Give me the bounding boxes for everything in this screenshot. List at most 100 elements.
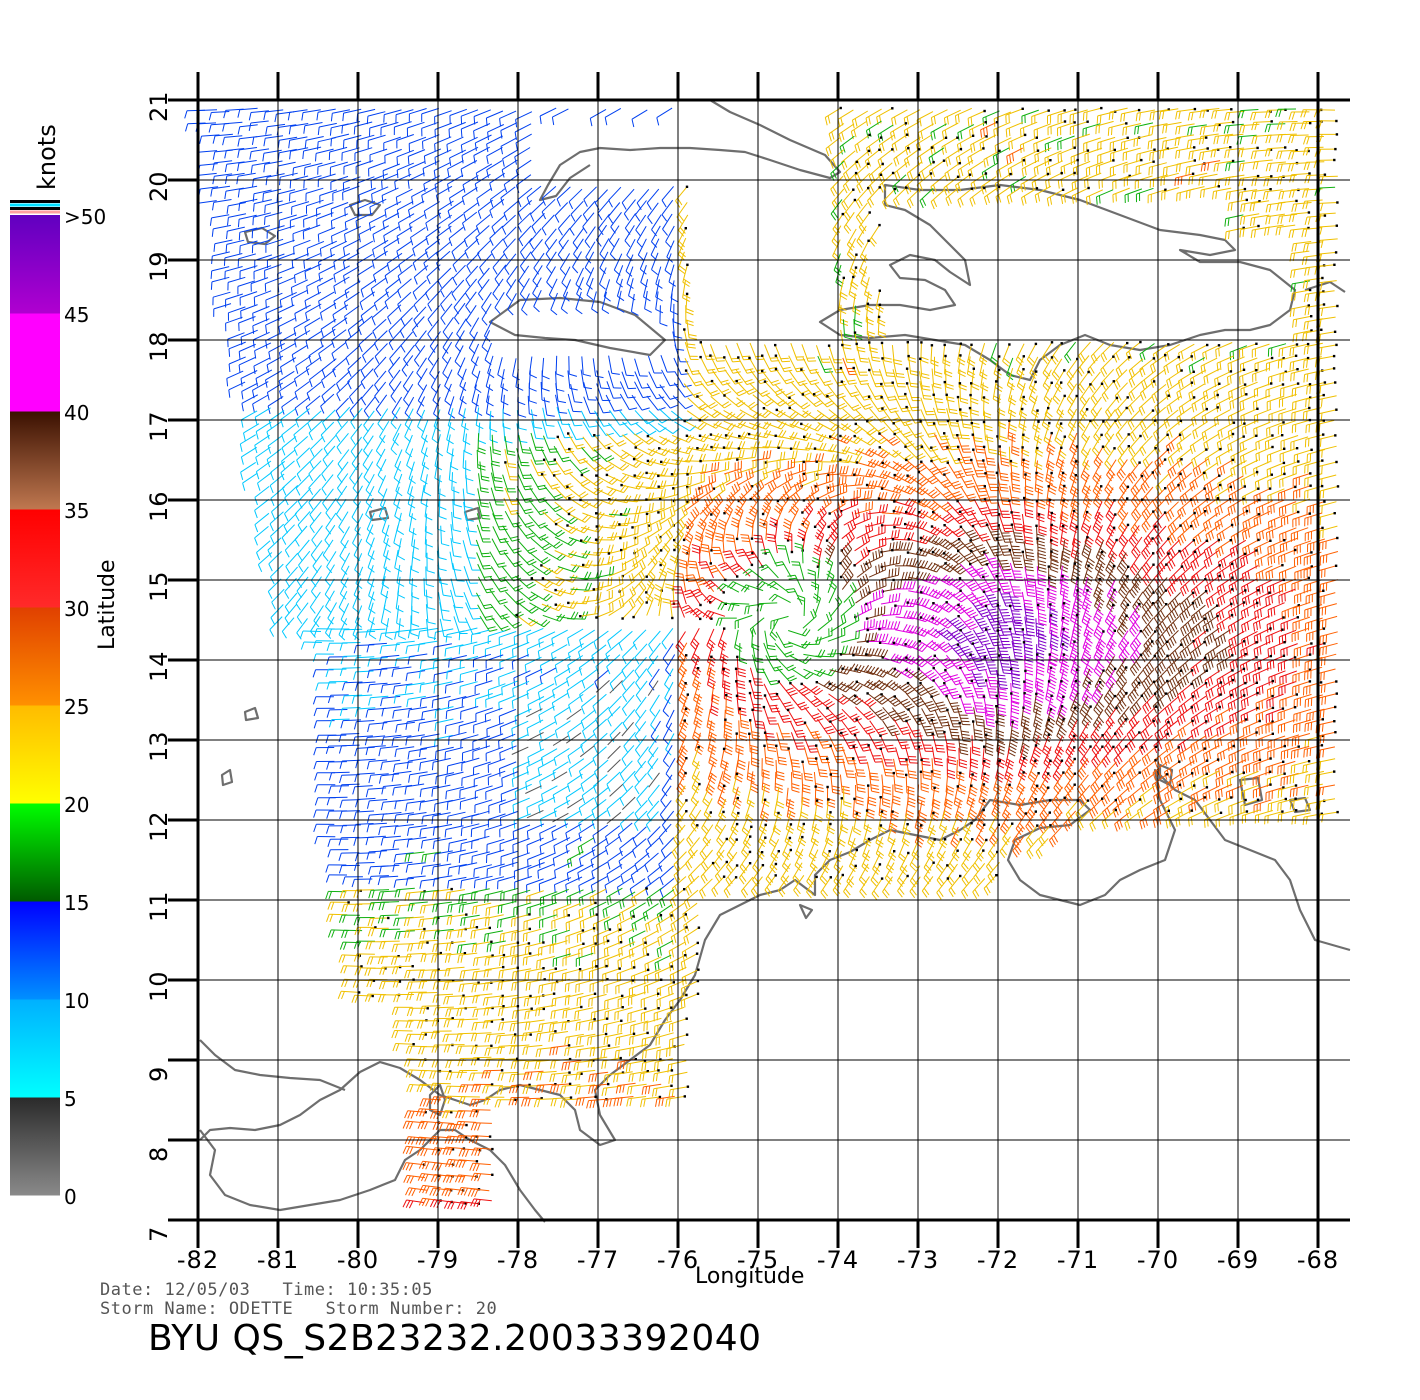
wind-barb bbox=[1189, 147, 1209, 159]
wind-barb bbox=[665, 253, 671, 275]
wind-barb bbox=[331, 110, 350, 122]
wind-barb bbox=[423, 135, 440, 150]
wind-barb bbox=[238, 125, 258, 135]
wind-barb bbox=[1225, 111, 1245, 120]
wind-barb bbox=[266, 124, 285, 134]
wind-barb bbox=[1177, 189, 1195, 202]
coastlines bbox=[200, 100, 1350, 1222]
wind-barb bbox=[449, 122, 466, 137]
wind-barb bbox=[1022, 150, 1040, 167]
wind-barb bbox=[266, 174, 285, 186]
wind-barb bbox=[197, 110, 217, 118]
wind-barb bbox=[447, 137, 464, 152]
wind-barb bbox=[318, 123, 337, 135]
coast-island-c bbox=[245, 708, 258, 720]
wind-barb bbox=[1083, 107, 1102, 121]
wind-barb bbox=[557, 187, 570, 207]
wind-barb bbox=[344, 135, 362, 148]
wind-barb bbox=[490, 173, 505, 191]
wind-barb bbox=[614, 254, 622, 276]
wind-barb bbox=[542, 215, 554, 235]
wind-barb bbox=[358, 177, 375, 191]
wind-barb bbox=[422, 187, 438, 204]
wind-barb bbox=[1022, 110, 1039, 124]
wind-barb bbox=[466, 266, 478, 286]
wind-barb bbox=[605, 108, 621, 125]
wind-barb bbox=[478, 268, 490, 289]
wind-barb bbox=[398, 265, 412, 284]
wind-barb bbox=[831, 176, 843, 196]
wind-barb bbox=[825, 107, 842, 125]
wind-barb bbox=[394, 122, 411, 135]
wind-barb bbox=[438, 268, 451, 288]
wind-barb bbox=[450, 109, 467, 123]
wind-barb bbox=[1277, 149, 1298, 159]
wind-barb bbox=[571, 201, 583, 221]
wind-barb bbox=[224, 109, 244, 118]
wind-barb bbox=[1199, 134, 1218, 144]
wind-barb bbox=[1251, 227, 1270, 238]
wind-barb bbox=[1290, 122, 1312, 131]
coast-aruba bbox=[800, 905, 812, 918]
wind-barb bbox=[238, 108, 258, 117]
wind-barb bbox=[480, 254, 492, 274]
wind-barb bbox=[1187, 136, 1207, 148]
wind-barb bbox=[408, 173, 424, 189]
wind-barb bbox=[942, 123, 958, 139]
wind-barb bbox=[868, 186, 881, 207]
wind-barb bbox=[955, 108, 971, 123]
wind-barb bbox=[1318, 239, 1338, 248]
wind-barb bbox=[211, 267, 229, 279]
wind-barb bbox=[317, 109, 336, 120]
wind-barb bbox=[929, 160, 945, 179]
wind-barb bbox=[264, 136, 283, 147]
wind-barb bbox=[492, 215, 505, 234]
wind-barb bbox=[931, 124, 947, 141]
wind-barb bbox=[519, 226, 531, 246]
wind-barb bbox=[344, 267, 360, 284]
wind-barb bbox=[637, 189, 649, 210]
wind-barb bbox=[344, 161, 361, 174]
wind-barb bbox=[437, 242, 451, 261]
wind-barb bbox=[609, 187, 621, 207]
wind-barb bbox=[647, 189, 659, 210]
wind-barb bbox=[920, 188, 933, 208]
wind-barb bbox=[487, 136, 503, 152]
wind-barb bbox=[1189, 173, 1207, 185]
wind-barb bbox=[1317, 201, 1338, 211]
wind-barb bbox=[318, 138, 336, 150]
wind-barb bbox=[1292, 203, 1312, 212]
wind-barb bbox=[225, 188, 244, 199]
wind-barb bbox=[502, 160, 517, 177]
wind-barb bbox=[545, 229, 556, 250]
wind-barb bbox=[435, 137, 452, 152]
wind-barb bbox=[894, 147, 910, 166]
wind-barb bbox=[384, 137, 401, 151]
wind-barb bbox=[502, 215, 515, 235]
wind-barb bbox=[212, 252, 230, 264]
wind-barb bbox=[290, 176, 308, 188]
wind-barb bbox=[560, 253, 569, 274]
wind-barb bbox=[411, 228, 426, 246]
wind-barb bbox=[357, 254, 373, 271]
wind-barb bbox=[595, 190, 607, 210]
wind-barb bbox=[333, 187, 350, 201]
wind-barb bbox=[609, 226, 619, 247]
wind-barb bbox=[1010, 176, 1025, 193]
wind-barb bbox=[1045, 151, 1062, 166]
wind-barb bbox=[870, 224, 881, 247]
wind-barb bbox=[463, 176, 478, 193]
wind-barb bbox=[384, 110, 402, 123]
wind-barb bbox=[895, 162, 909, 181]
wind-barb bbox=[1317, 225, 1338, 235]
wind-barb bbox=[213, 161, 232, 171]
wind-barb bbox=[547, 252, 557, 273]
wind-barb bbox=[397, 227, 412, 244]
wind-barb bbox=[345, 215, 362, 230]
wind-barb bbox=[209, 112, 229, 121]
wind-barb bbox=[278, 149, 297, 160]
wind-barb bbox=[319, 254, 335, 270]
wind-barb bbox=[1266, 162, 1286, 171]
wind-barb bbox=[397, 163, 414, 178]
wind-barb bbox=[330, 162, 348, 175]
